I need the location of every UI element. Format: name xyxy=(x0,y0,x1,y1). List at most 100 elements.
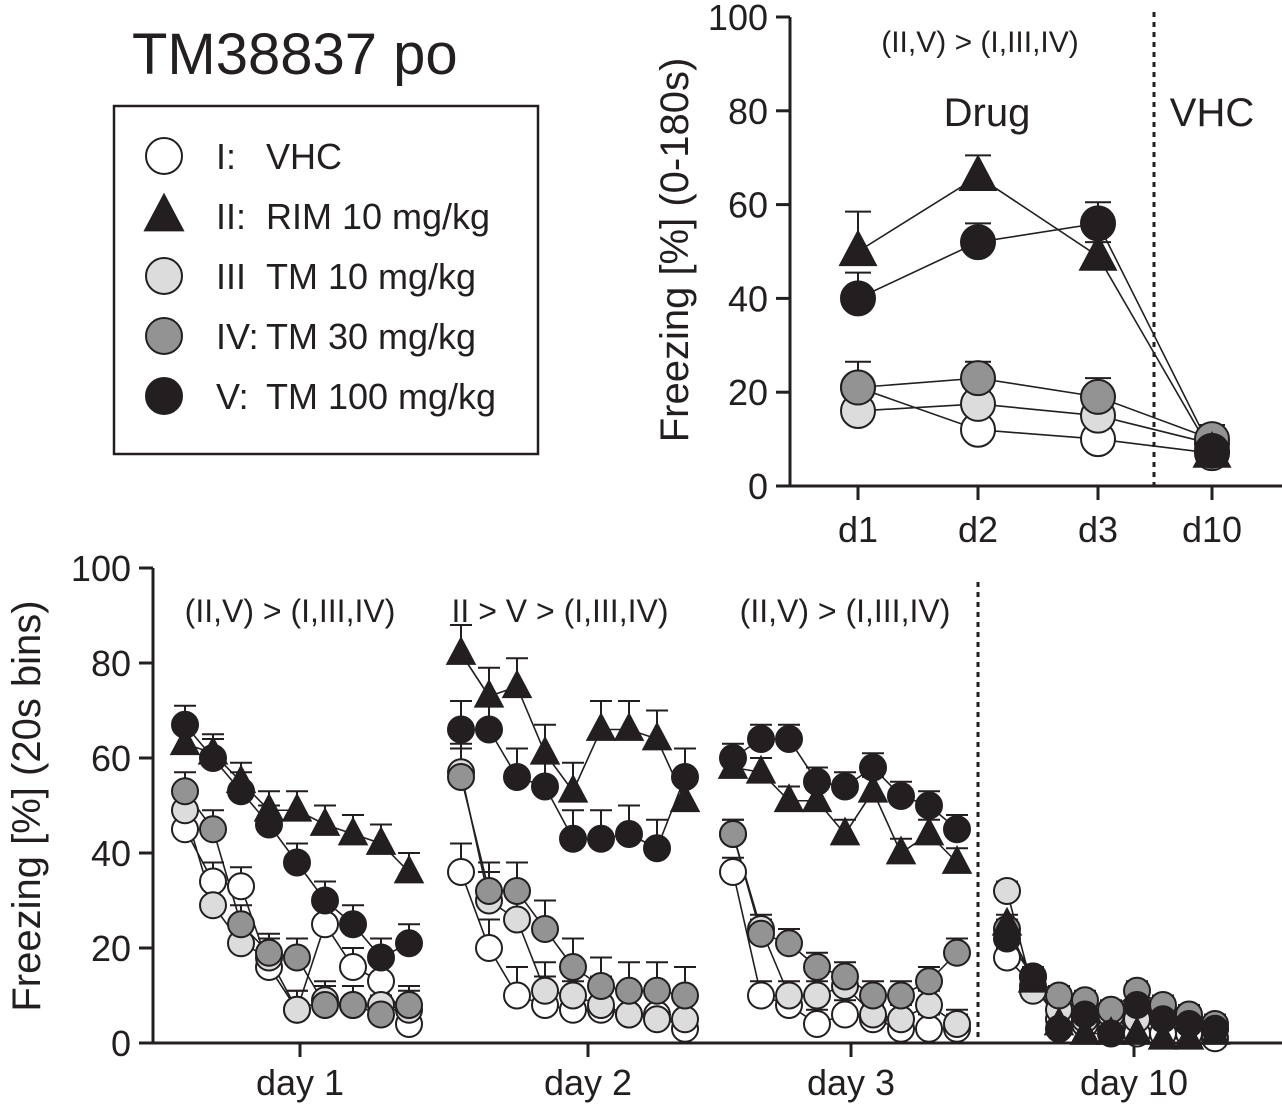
top-point-V xyxy=(840,280,876,317)
bottom-point-II xyxy=(857,773,889,803)
bottom-point-II xyxy=(613,712,645,741)
bottom-point-IV xyxy=(587,972,615,1000)
bottom-y-axis-title: Freezing [%] (20s bins) xyxy=(5,600,49,1011)
bottom-point-II xyxy=(309,807,341,836)
top-point-V xyxy=(1080,205,1116,242)
top-comparison-annotation: (II,V) > (I,III,IV) xyxy=(881,26,1079,59)
bottom-point-V xyxy=(531,772,559,801)
bottom-point-II xyxy=(885,835,917,865)
bottom-y-tick-label: 60 xyxy=(91,738,131,779)
top-point-II xyxy=(838,229,878,267)
legend-label-IV: TM 30 mg/kg xyxy=(266,316,476,357)
bottom-point-III xyxy=(915,991,943,1019)
bottom-point-II xyxy=(445,636,477,665)
top-y-tick-label: 60 xyxy=(728,185,768,226)
bottom-point-V xyxy=(831,772,859,801)
bottom-point-I xyxy=(227,872,255,901)
bottom-point-III xyxy=(803,981,831,1010)
bottom-point-V xyxy=(227,777,255,806)
bottom-point-III xyxy=(283,995,311,1024)
top-y-tick-label: 100 xyxy=(708,0,768,38)
bottom-point-IV xyxy=(747,919,775,948)
bottom-point-I xyxy=(747,981,775,1010)
top-y-tick-label: 40 xyxy=(728,278,768,319)
bottom-point-V xyxy=(447,715,475,744)
top-point-II xyxy=(958,154,998,192)
bottom-point-IV xyxy=(719,820,747,848)
bottom-point-V xyxy=(1149,1005,1177,1034)
bottom-point-IV xyxy=(255,938,283,967)
bottom-point-IV xyxy=(1045,981,1073,1010)
bottom-point-IV xyxy=(643,976,671,1005)
bottom-point-IV xyxy=(775,929,803,958)
bottom-point-V xyxy=(199,744,227,772)
bottom-point-II xyxy=(473,678,505,708)
bottom-point-V xyxy=(1123,991,1151,1019)
bottom-point-V xyxy=(887,782,915,810)
bottom-y-tick-label: 100 xyxy=(71,548,131,589)
bottom-x-tick-label-4: day 10 xyxy=(1080,1062,1188,1103)
bottom-x-tick-label-3: day 3 xyxy=(807,1062,895,1103)
bottom-point-IV xyxy=(531,915,559,943)
top-x-tick-label-d1: d1 xyxy=(838,509,878,550)
bottom-point-V xyxy=(283,848,311,877)
bottom-y-tick-label: 40 xyxy=(91,833,131,874)
top-y-tick-label: 0 xyxy=(748,466,768,507)
bottom-point-I xyxy=(719,858,747,886)
bottom-point-III xyxy=(671,1005,699,1034)
bottom-point-V xyxy=(503,763,531,791)
bottom-point-IV xyxy=(915,967,943,996)
bottom-y-tick-label: 0 xyxy=(111,1023,131,1064)
bottom-point-III xyxy=(775,981,803,1010)
bottom-x-tick-label-2: day 2 xyxy=(544,1062,632,1103)
bottom-point-II xyxy=(669,783,701,813)
bottom-point-V xyxy=(1019,962,1047,991)
bottom-point-I xyxy=(367,967,395,996)
bottom-point-III xyxy=(887,1005,915,1034)
bottom-point-III xyxy=(615,1000,643,1029)
bottom-point-II xyxy=(585,712,617,741)
bottom-point-I xyxy=(831,1000,859,1029)
top-point-IV xyxy=(840,369,876,406)
bottom-point-II xyxy=(773,783,805,813)
top-y-tick-label: 80 xyxy=(728,91,768,132)
bottom-point-V xyxy=(671,763,699,791)
bottom-annotation-day2: II > V > (I,III,IV) xyxy=(452,593,669,629)
bottom-point-IV xyxy=(367,1000,395,1029)
bottom-point-IV xyxy=(171,777,199,806)
bottom-point-V xyxy=(719,744,747,772)
bottom-point-IV xyxy=(199,815,227,844)
bottom-point-II xyxy=(169,726,201,756)
bottom-point-II xyxy=(829,816,861,846)
bottom-point-V xyxy=(311,886,339,915)
bottom-point-V xyxy=(1175,1010,1203,1038)
legend-marker-I xyxy=(145,137,183,175)
legend-prefix-V: V: xyxy=(216,376,249,417)
bottom-point-II xyxy=(557,773,589,803)
bottom-point-I xyxy=(475,934,503,962)
bottom-point-II xyxy=(529,735,561,765)
bottom-point-III xyxy=(943,1010,971,1038)
bottom-point-IV xyxy=(447,763,475,791)
legend-prefix-II: II: xyxy=(216,196,246,237)
legend-marker-IV xyxy=(145,317,183,355)
bottom-point-I xyxy=(915,1014,943,1043)
bottom-point-II xyxy=(745,754,777,784)
bottom-point-III xyxy=(531,976,559,1005)
top-x-tick-label-d2: d2 xyxy=(958,509,998,550)
bottom-point-II xyxy=(281,792,313,822)
bottom-x-tick-label-1: day 1 xyxy=(256,1062,344,1103)
top-series-line-III xyxy=(857,403,1213,445)
bottom-point-IV xyxy=(615,976,643,1005)
bottom-point-V xyxy=(587,824,615,853)
bottom-point-III xyxy=(993,877,1021,905)
bottom-point-IV xyxy=(503,877,531,905)
legend-label-V: TM 100 mg/kg xyxy=(266,376,496,417)
bottom-point-I xyxy=(311,910,339,939)
top-y-tick-label: 20 xyxy=(728,372,768,413)
bottom-point-III xyxy=(643,1005,671,1034)
top-x-tick-label-d3: d3 xyxy=(1078,509,1118,550)
bottom-point-IV xyxy=(803,953,831,981)
